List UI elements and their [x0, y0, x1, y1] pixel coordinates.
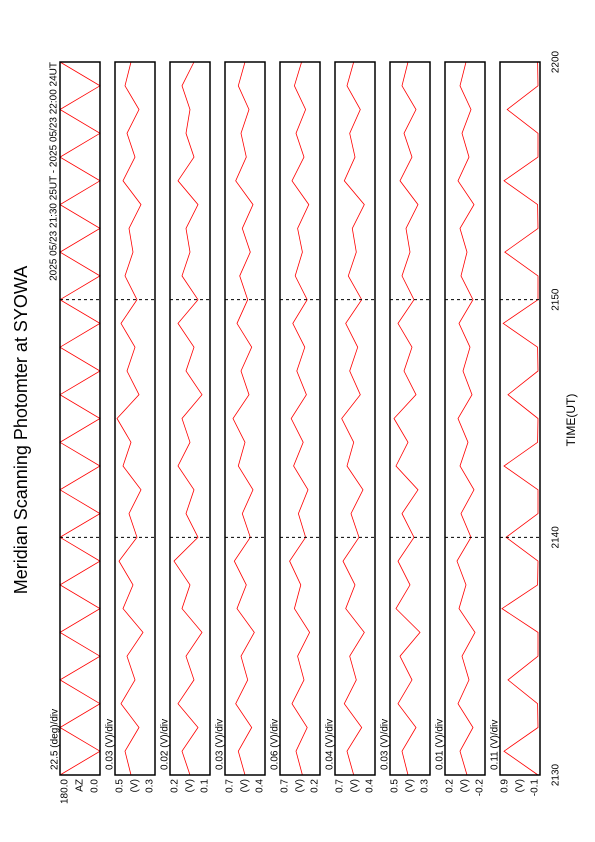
y-tick-label: 0.7: [335, 779, 346, 793]
data-line: [173, 61, 203, 776]
x-axis-label: TIME(UT): [564, 394, 578, 447]
channel-label: (V): [295, 779, 306, 792]
y-tick-label: 0.2: [170, 779, 181, 793]
y-tick-label: 0.5: [390, 779, 401, 793]
panel-frame: [389, 61, 431, 776]
y-tick-label: 0.4: [255, 779, 266, 793]
y-tick-label: 0.7: [225, 779, 236, 793]
data-line: [341, 61, 365, 776]
y-tick-label: 0.1: [200, 779, 211, 793]
panel: [335, 62, 375, 775]
panel: [115, 62, 155, 775]
channel-label: (V): [515, 779, 526, 792]
panel-scale: 22.5 (deg)/div: [50, 709, 61, 770]
panel-frame: [224, 61, 266, 776]
channel-label: (V): [460, 779, 471, 792]
panel: [445, 62, 485, 775]
data-line: [116, 61, 144, 776]
data-line: [456, 61, 476, 776]
panel: [170, 62, 210, 775]
panel: [60, 62, 100, 775]
y-tick-label: 0.2: [445, 779, 456, 793]
y-tick-label: 0.7: [280, 779, 291, 793]
panel-frame: [499, 61, 541, 776]
channel-label: (V): [130, 779, 141, 792]
panel-frame: [59, 61, 101, 776]
panel: [225, 62, 265, 775]
panel-frame: [169, 61, 211, 776]
y-tick-label: 0.4: [365, 779, 376, 793]
y-tick-label: 180.0: [60, 779, 71, 804]
panel-scale: 0.04 (V)/div: [325, 719, 336, 770]
panel-scale: 0.02 (V)/div: [160, 719, 171, 770]
x-tick-label: 2150: [551, 288, 562, 311]
x-tick-label: 2140: [551, 526, 562, 549]
panel-scale: 0.03 (V)/div: [105, 719, 116, 770]
panel: [280, 62, 320, 775]
y-tick-label: 0.0: [90, 779, 101, 793]
chart-title: Meridian Scanning Photomter at SYOWA: [11, 266, 31, 594]
y-tick-label: 0.2: [310, 779, 321, 793]
panel-scale: 0.03 (V)/div: [215, 719, 226, 770]
channel-label: (V): [240, 779, 251, 792]
channel-label: (V): [185, 779, 196, 792]
data-line: [501, 61, 539, 776]
data-line: [393, 61, 421, 776]
panel-frame: [279, 61, 321, 776]
y-tick-label: 0.5: [115, 779, 126, 793]
panel-frame: [444, 61, 486, 776]
panel: [390, 62, 430, 775]
y-tick-label: -0.2: [475, 779, 486, 797]
panel-scale: 0.11 (V)/div: [490, 720, 501, 770]
y-tick-label: -0.1: [530, 779, 541, 797]
y-tick-label: 0.3: [145, 779, 156, 793]
panel-scale: 0.03 (V)/div: [380, 719, 391, 770]
data-line: [289, 61, 311, 776]
x-tick-label: 2200: [551, 50, 562, 73]
y-tick-label: 0.9: [500, 779, 511, 793]
channel-label: (V): [405, 779, 416, 792]
panel-frame: [334, 61, 376, 776]
channel-label: (V): [350, 779, 361, 792]
y-tick-label: 0.3: [420, 779, 431, 793]
panel: [500, 62, 540, 775]
header: 2025 05/23 21:30 25UT - 2025 05/23 22:00…: [49, 62, 60, 281]
panel-scale: 0.06 (V)/div: [270, 719, 281, 770]
x-tick-label: 2130: [551, 763, 562, 786]
channel-label: AZ: [75, 779, 86, 792]
panel-frame: [114, 61, 156, 776]
data-line: [232, 61, 255, 776]
panel-scale: 0.01 (V)/div: [435, 719, 446, 770]
